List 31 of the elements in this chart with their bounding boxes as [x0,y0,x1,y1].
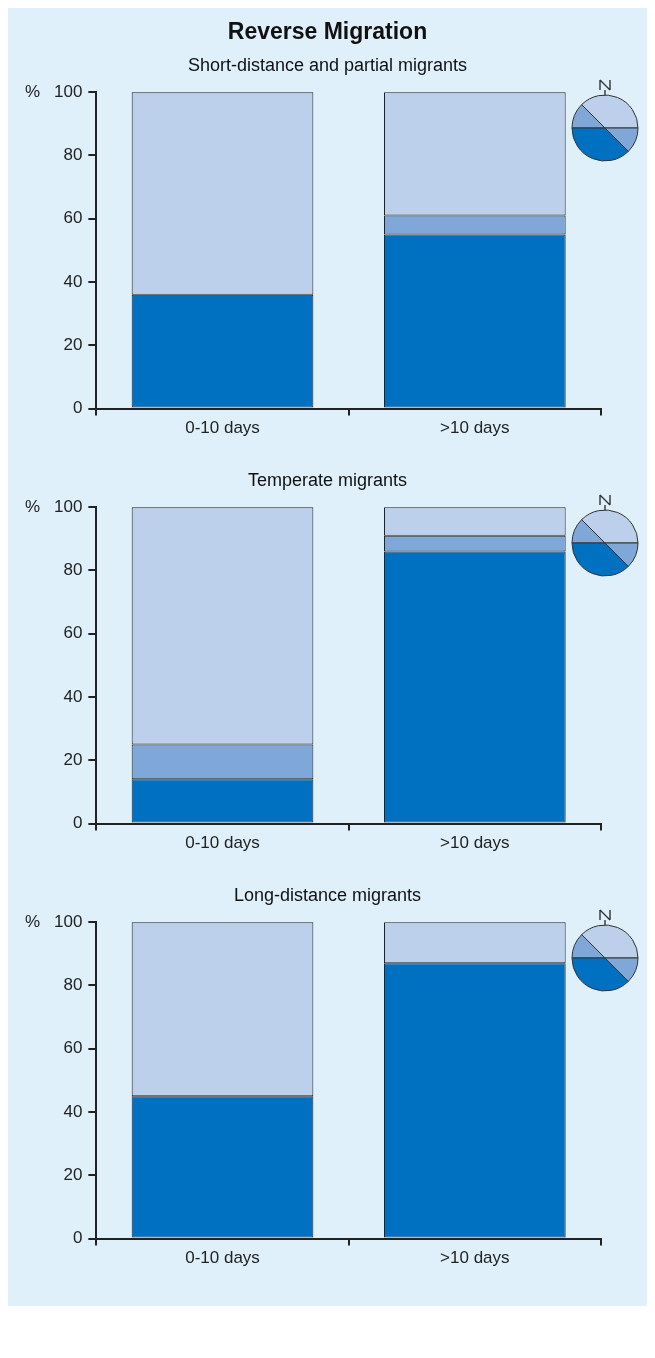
y-tick-label: 0 [72,813,83,833]
x-tick-label: >10 days [440,833,510,853]
y-tick-label: 100 [53,81,83,101]
x-tick-label: 0-10 days [185,418,260,438]
y-tick-label: 60 [63,208,83,228]
y-tick-label: 20 [63,750,83,770]
y-tick-label: 40 [63,271,83,291]
y-tick-label: 80 [63,145,83,165]
y-tick-label: 100 [53,496,83,516]
x-tick-label: >10 days [440,1248,510,1268]
chart-subtitle: Long-distance migrants [232,885,423,906]
x-tick-label: 0-10 days [185,833,260,853]
y-tick-label: 20 [63,335,83,355]
y-tick-label: 80 [63,560,83,580]
y-tick-label: 60 [63,1038,83,1058]
y-tick-label: 100 [53,911,83,931]
chart-title: Reverse Migration [226,17,429,45]
x-tick-label: 0-10 days [185,1248,260,1268]
y-tick-label: 0 [72,398,83,418]
y-tick-label: 60 [63,623,83,643]
x-tick-label: >10 days [440,418,510,438]
y-tick-label: 40 [63,1101,83,1121]
y-tick-label: 40 [63,686,83,706]
y-axis-title: % [24,911,40,931]
y-tick-label: 0 [72,1228,83,1248]
y-axis-title: % [24,81,40,101]
y-axis-title: % [24,496,40,516]
chart-subtitle: Short-distance and partial migrants [186,55,469,76]
y-tick-label: 20 [63,1165,83,1185]
chart-subtitle: Temperate migrants [246,470,409,491]
y-tick-label: 80 [63,975,83,995]
